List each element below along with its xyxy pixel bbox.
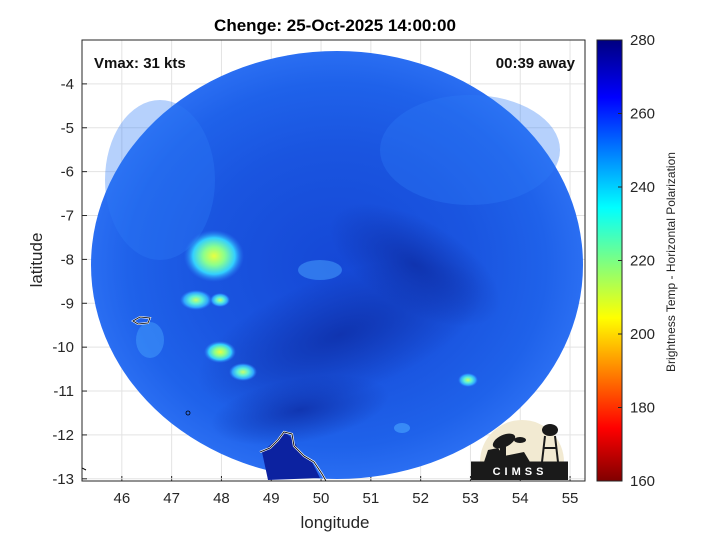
cimss-logo: CIMSS — [471, 420, 568, 480]
warm-patch — [184, 230, 244, 282]
colorbar-tick-label: 260 — [630, 106, 655, 123]
y-tick-label: -13 — [52, 471, 74, 488]
colorbar: 160 180 200 220 240 260 280 Brightness Temp - … — [596, 32, 678, 490]
x-axis-label: longitude — [300, 513, 369, 532]
island-outline — [185, 410, 191, 416]
x-tick-label: 54 — [512, 490, 529, 507]
y-tick-label: -11 — [53, 383, 74, 400]
y-tick-label: -6 — [61, 164, 74, 181]
x-tick-labels: 46 47 48 49 50 51 52 53 54 55 — [113, 490, 578, 507]
x-tick-label: 49 — [263, 490, 280, 507]
colorbar-tick-label: 280 — [630, 32, 655, 49]
cold-band — [329, 203, 501, 327]
x-tick-label: 51 — [363, 490, 380, 507]
colorbar-tick-label: 180 — [630, 400, 655, 417]
light-region — [380, 95, 560, 205]
light-region — [105, 100, 215, 260]
warm-patch — [298, 260, 342, 280]
warm-patch — [458, 373, 478, 387]
y-tick-label: -7 — [61, 208, 74, 225]
colorbar-gradient — [596, 39, 623, 482]
logo-banner — [471, 462, 568, 480]
x-tick-label: 50 — [313, 490, 330, 507]
coastline — [82, 467, 87, 471]
y-tick-label: -5 — [61, 120, 74, 137]
colorbar-tick-label: 240 — [630, 179, 655, 196]
time-away-annotation: 00:39 away — [496, 55, 576, 72]
y-tick-label: -12 — [52, 427, 74, 444]
coastline — [259, 431, 327, 481]
y-tick-label: -4 — [61, 76, 74, 93]
tower-icon — [541, 435, 559, 463]
colorbar-label: Brightness Temp - Horizontal Polarizatio… — [664, 152, 678, 372]
warm-patch — [180, 290, 212, 310]
y-tick-label: -10 — [52, 339, 74, 356]
cold-patch — [262, 432, 320, 480]
x-tick-label: 48 — [213, 490, 230, 507]
y-tick-labels: -4 -5 -6 -7 -8 -9 -10 -11 -12 -13 — [52, 76, 74, 488]
logo-text: CIMSS — [493, 466, 548, 478]
colorbar-ticks: 160 180 200 220 240 260 280 — [618, 32, 655, 490]
y-tick-label: -8 — [61, 251, 74, 268]
warm-patch — [204, 341, 236, 363]
tower-icon — [542, 424, 558, 436]
dish-icon — [514, 437, 526, 443]
y-axis-label: latitude — [27, 233, 46, 288]
building-icon — [484, 448, 530, 462]
warm-patch — [210, 293, 230, 307]
x-tick-label: 47 — [163, 490, 180, 507]
x-tick-label: 52 — [412, 490, 429, 507]
warm-patch — [394, 423, 410, 433]
chart-title: Chenge: 25-Oct-2025 14:00:00 — [214, 16, 456, 35]
colorbar-tick-label: 220 — [630, 253, 655, 270]
island-outline — [132, 316, 151, 325]
y-tick-label: -9 — [61, 295, 74, 312]
satellite-swath — [82, 51, 583, 481]
x-tick-label: 46 — [113, 490, 130, 507]
warm-patch — [229, 363, 257, 381]
warm-patch — [136, 322, 164, 358]
dish-icon — [500, 444, 506, 462]
vmax-annotation: Vmax: 31 kts — [94, 55, 186, 72]
colorbar-tick-label: 160 — [630, 473, 655, 490]
cold-band — [211, 374, 389, 446]
axes-frame — [81, 39, 586, 482]
dish-icon — [492, 433, 516, 449]
x-tick-label: 53 — [462, 490, 479, 507]
colorbar-tick-label: 200 — [630, 326, 655, 343]
x-tick-label: 55 — [562, 490, 579, 507]
